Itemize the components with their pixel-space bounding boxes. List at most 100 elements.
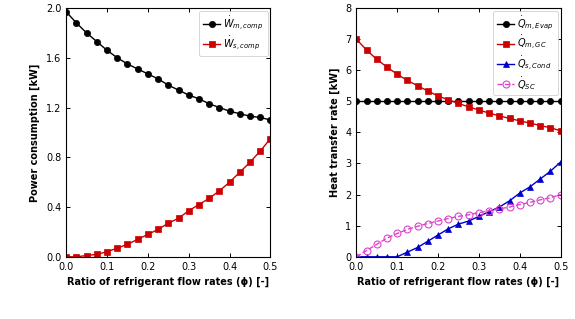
$\dot{W}_{s,comp}$ bbox=[185, 209, 192, 213]
$\dot{Q}_{SC}$ bbox=[476, 211, 482, 215]
$\dot{Q}_{m,Evap}$ bbox=[455, 100, 462, 103]
$\dot{W}_{m,comp}$ bbox=[206, 102, 213, 106]
$\dot{W}_{s,comp}$ bbox=[267, 137, 274, 140]
$\dot{Q}_{s,Cond}$ bbox=[547, 169, 554, 173]
$\dot{Q}_{m,GC}$ bbox=[414, 84, 421, 88]
$\dot{Q}_{m,GC}$ bbox=[506, 116, 513, 120]
$\dot{W}_{s,comp}$ bbox=[175, 216, 182, 220]
$\dot{Q}_{m,Evap}$ bbox=[445, 100, 452, 103]
$\dot{Q}_{s,Cond}$ bbox=[363, 255, 370, 259]
$\dot{Q}_{s,Cond}$ bbox=[414, 246, 421, 249]
$\dot{Q}_{SC}$ bbox=[435, 219, 442, 223]
$\dot{Q}_{m,GC}$ bbox=[547, 126, 554, 130]
$\dot{Q}_{s,Cond}$ bbox=[476, 214, 482, 218]
$\dot{Q}_{s,Cond}$ bbox=[404, 250, 411, 254]
$\dot{W}_{m,comp}$ bbox=[226, 109, 233, 113]
$\dot{W}_{s,comp}$ bbox=[93, 252, 100, 256]
$\dot{W}_{m,comp}$ bbox=[196, 97, 202, 101]
$\dot{W}_{s,comp}$ bbox=[155, 227, 162, 231]
$\dot{Q}_{SC}$ bbox=[506, 205, 513, 209]
$\dot{W}_{s,comp}$ bbox=[196, 203, 202, 206]
$\dot{Q}_{s,Cond}$ bbox=[435, 233, 442, 237]
$\dot{Q}_{m,Evap}$ bbox=[557, 100, 564, 103]
$\dot{Q}_{m,Evap}$ bbox=[373, 100, 380, 103]
$\dot{Q}_{m,Evap}$ bbox=[516, 100, 523, 103]
Y-axis label: Heat transfer rate [kW]: Heat transfer rate [kW] bbox=[329, 68, 340, 197]
$\dot{Q}_{s,Cond}$ bbox=[373, 255, 380, 259]
$\dot{W}_{s,comp}$ bbox=[63, 255, 70, 259]
$\dot{Q}_{s,Cond}$ bbox=[527, 185, 534, 189]
$\dot{Q}_{m,GC}$ bbox=[527, 121, 534, 125]
$\dot{Q}_{SC}$ bbox=[547, 196, 554, 200]
$\dot{Q}_{s,Cond}$ bbox=[557, 160, 564, 164]
$\dot{Q}_{SC}$ bbox=[414, 224, 421, 228]
$\dot{W}_{m,comp}$ bbox=[114, 56, 121, 60]
$\dot{Q}_{m,Evap}$ bbox=[486, 100, 493, 103]
$\dot{Q}_{SC}$ bbox=[363, 249, 370, 253]
$\dot{Q}_{m,GC}$ bbox=[445, 98, 452, 102]
$\dot{Q}_{m,Evap}$ bbox=[353, 100, 360, 103]
$\dot{W}_{m,comp}$ bbox=[165, 83, 172, 87]
$\dot{W}_{s,comp}$ bbox=[247, 160, 254, 164]
$\dot{W}_{s,comp}$ bbox=[134, 237, 141, 241]
$\dot{W}_{s,comp}$ bbox=[257, 149, 264, 153]
$\dot{W}_{s,comp}$ bbox=[124, 242, 131, 246]
$\dot{Q}_{m,Evap}$ bbox=[435, 100, 442, 103]
Line: $\dot{Q}_{m,Evap}$: $\dot{Q}_{m,Evap}$ bbox=[353, 98, 564, 104]
$\dot{W}_{m,comp}$ bbox=[185, 93, 192, 97]
Line: $\dot{W}_{m,comp}$: $\dot{W}_{m,comp}$ bbox=[63, 9, 274, 123]
$\dot{Q}_{SC}$ bbox=[373, 242, 380, 246]
$\dot{Q}_{m,Evap}$ bbox=[404, 100, 411, 103]
$\dot{Q}_{s,Cond}$ bbox=[445, 227, 452, 231]
$\dot{Q}_{s,Cond}$ bbox=[384, 255, 390, 259]
$\dot{Q}_{m,GC}$ bbox=[404, 78, 411, 82]
$\dot{Q}_{m,Evap}$ bbox=[465, 100, 472, 103]
$\dot{Q}_{m,Evap}$ bbox=[496, 100, 503, 103]
$\dot{W}_{m,comp}$ bbox=[144, 72, 151, 76]
$\dot{Q}_{m,Evap}$ bbox=[536, 100, 543, 103]
$\dot{Q}_{SC}$ bbox=[516, 203, 523, 206]
$\dot{W}_{m,comp}$ bbox=[124, 62, 131, 66]
$\dot{Q}_{m,GC}$ bbox=[536, 124, 543, 128]
$\dot{Q}_{SC}$ bbox=[445, 217, 452, 220]
$\dot{Q}_{m,Evap}$ bbox=[414, 100, 421, 103]
$\dot{W}_{m,comp}$ bbox=[93, 40, 100, 43]
$\dot{W}_{m,comp}$ bbox=[257, 115, 264, 119]
$\dot{W}_{m,comp}$ bbox=[104, 48, 110, 52]
$\dot{Q}_{SC}$ bbox=[424, 222, 431, 226]
$\dot{Q}_{s,Cond}$ bbox=[486, 210, 493, 214]
Line: $\dot{W}_{s,comp}$: $\dot{W}_{s,comp}$ bbox=[63, 136, 274, 260]
$\dot{W}_{m,comp}$ bbox=[247, 114, 254, 118]
$\dot{Q}_{SC}$ bbox=[455, 214, 462, 218]
$\dot{W}_{s,comp}$ bbox=[226, 180, 233, 184]
$\dot{W}_{m,comp}$ bbox=[267, 118, 274, 122]
$\dot{Q}_{m,GC}$ bbox=[516, 119, 523, 123]
$\dot{Q}_{m,GC}$ bbox=[465, 105, 472, 109]
$\dot{W}_{s,comp}$ bbox=[236, 170, 243, 174]
$\dot{Q}_{s,Cond}$ bbox=[496, 205, 503, 209]
$\dot{W}_{s,comp}$ bbox=[73, 255, 80, 259]
X-axis label: Ratio of refrigerant flow rates (ϕ) [-]: Ratio of refrigerant flow rates (ϕ) [-] bbox=[358, 277, 559, 287]
$\dot{Q}_{SC}$ bbox=[536, 198, 543, 202]
$\dot{W}_{s,comp}$ bbox=[114, 246, 121, 250]
$\dot{W}_{m,comp}$ bbox=[134, 67, 141, 71]
Line: $\dot{Q}_{SC}$: $\dot{Q}_{SC}$ bbox=[353, 191, 564, 260]
$\dot{Q}_{SC}$ bbox=[404, 227, 411, 231]
$\dot{Q}_{m,Evap}$ bbox=[506, 100, 513, 103]
$\dot{W}_{m,comp}$ bbox=[73, 21, 80, 25]
$\dot{Q}_{m,Evap}$ bbox=[363, 100, 370, 103]
$\dot{Q}_{m,GC}$ bbox=[557, 129, 564, 133]
$\dot{Q}_{m,Evap}$ bbox=[547, 100, 554, 103]
$\dot{Q}_{m,Evap}$ bbox=[527, 100, 534, 103]
$\dot{Q}_{SC}$ bbox=[353, 255, 360, 259]
Legend: $\dot{W}_{m,comp}$, $\dot{W}_{s,comp}$: $\dot{W}_{m,comp}$, $\dot{W}_{s,comp}$ bbox=[199, 11, 267, 56]
Legend: $\dot{Q}_{m,Evap}$, $\dot{Q}_{m,GC}$, $\dot{Q}_{s,Cond}$, $\dot{Q}_{SC}$: $\dot{Q}_{m,Evap}$, $\dot{Q}_{m,GC}$, $\… bbox=[493, 11, 558, 95]
$\dot{Q}_{SC}$ bbox=[394, 232, 401, 235]
$\dot{W}_{s,comp}$ bbox=[83, 254, 90, 257]
$\dot{W}_{m,comp}$ bbox=[236, 112, 243, 116]
$\dot{Q}_{m,GC}$ bbox=[384, 65, 390, 69]
$\dot{W}_{m,comp}$ bbox=[175, 88, 182, 92]
$\dot{W}_{s,comp}$ bbox=[216, 189, 223, 193]
$\dot{Q}_{SC}$ bbox=[384, 236, 390, 240]
$\dot{W}_{s,comp}$ bbox=[104, 250, 110, 254]
